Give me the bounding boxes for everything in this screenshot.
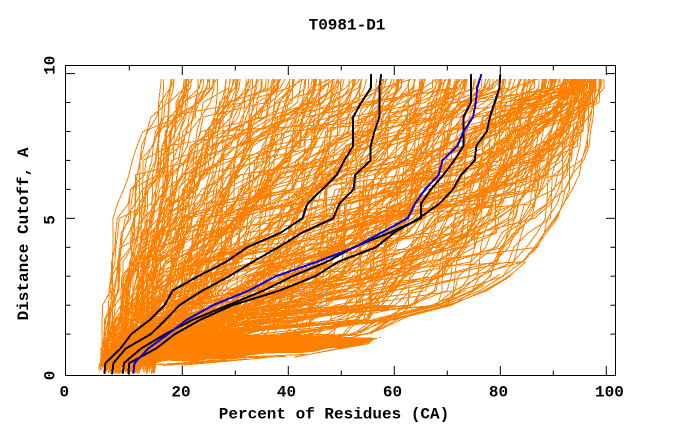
svg-text:10: 10	[42, 56, 60, 75]
svg-text:5: 5	[42, 215, 60, 225]
svg-text:Percent of Residues (CA): Percent of Residues (CA)	[219, 406, 449, 424]
svg-text:60: 60	[383, 383, 402, 401]
svg-text:0: 0	[59, 383, 69, 401]
svg-text:40: 40	[277, 383, 296, 401]
svg-text:0: 0	[42, 371, 60, 381]
svg-text:80: 80	[489, 383, 508, 401]
svg-text:T0981-D1: T0981-D1	[309, 17, 386, 35]
svg-text:Distance Cutoff, A: Distance Cutoff, A	[15, 147, 33, 320]
svg-text:100: 100	[595, 383, 624, 401]
svg-text:20: 20	[171, 383, 190, 401]
